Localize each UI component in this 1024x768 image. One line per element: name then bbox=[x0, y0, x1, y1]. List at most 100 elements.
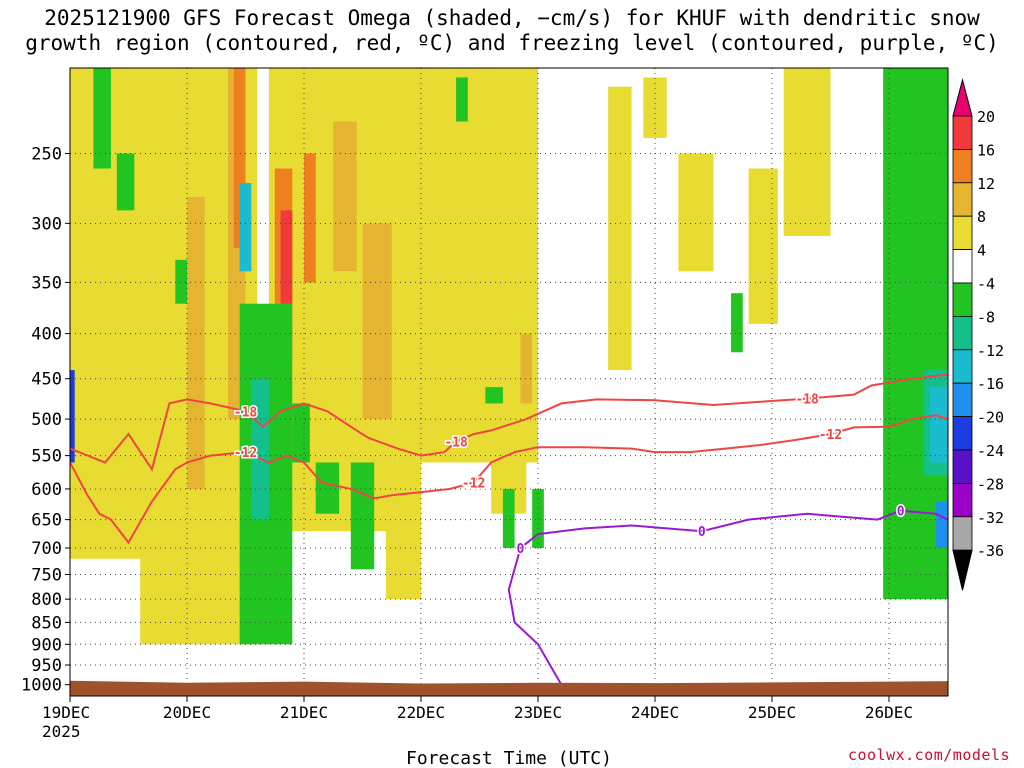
omega-cell-15 bbox=[333, 121, 357, 272]
colorbar-top-arrow bbox=[952, 78, 973, 117]
omega-cell-6 bbox=[608, 86, 632, 371]
omega-cell-10 bbox=[783, 68, 831, 236]
contour-label-1-0-0: 0 bbox=[517, 542, 525, 557]
colorbar-label-9: -20 bbox=[977, 409, 1004, 427]
omega-cell-26 bbox=[292, 403, 310, 463]
omega-cell-27 bbox=[315, 462, 340, 514]
colorbar-bin-6 bbox=[952, 282, 973, 317]
terrain-fill bbox=[70, 680, 948, 696]
contour-label-0-1-2: -12 bbox=[819, 428, 842, 443]
y-tick-label-300: 300 bbox=[31, 214, 62, 234]
contour-1-0 bbox=[507, 509, 948, 686]
x-axis-label: Forecast Time (UTC) bbox=[406, 748, 612, 768]
contour-label-0-1-0: -12 bbox=[234, 446, 257, 461]
x-tick-label-19DEC: 19DEC bbox=[42, 703, 90, 722]
colorbar-label-2: 12 bbox=[977, 175, 995, 193]
x-tick-label-23DEC: 23DEC bbox=[514, 703, 562, 722]
omega-cell-23 bbox=[116, 153, 135, 211]
omega-cell-37 bbox=[239, 182, 252, 272]
colorbar-bin-7 bbox=[952, 315, 973, 351]
contour-0-1 bbox=[70, 414, 948, 545]
omega-cell-4 bbox=[385, 462, 421, 600]
colorbar-bin-10 bbox=[952, 416, 973, 451]
omega-cell-18 bbox=[233, 68, 246, 249]
omega-cell-31 bbox=[502, 488, 515, 549]
colorbar-bin-2 bbox=[952, 148, 973, 184]
y-tick-label-600: 600 bbox=[31, 480, 62, 500]
colorbar-bin-5 bbox=[952, 249, 973, 284]
y-tick-label-1000: 1000 bbox=[21, 676, 62, 696]
omega-cell-30 bbox=[485, 387, 503, 404]
y-tick-label-400: 400 bbox=[31, 325, 62, 345]
terrain-band bbox=[70, 680, 948, 696]
contour-label-1-0-1: 0 bbox=[698, 525, 706, 540]
colorbar-label-8: -16 bbox=[977, 375, 1004, 393]
contour-label-0-0-1: -18 bbox=[444, 435, 468, 450]
chart-title-line-2: growth region (contoured, red, ºC) and f… bbox=[25, 31, 999, 55]
y-tick-label-350: 350 bbox=[31, 273, 62, 293]
colorbar-bin-8 bbox=[952, 349, 973, 384]
contour-0-0 bbox=[70, 373, 948, 472]
site-credit: coolwx.com/models bbox=[847, 746, 1010, 764]
y-tick-label-750: 750 bbox=[31, 565, 62, 585]
x-tick-label-21DEC: 21DEC bbox=[280, 703, 328, 722]
y-tick-label-650: 650 bbox=[31, 511, 62, 531]
y-axis: 2503003504004505005506006507007508008509… bbox=[21, 144, 70, 696]
x-tick-label-26DEC: 26DEC bbox=[865, 703, 913, 722]
colorbar-label-0: 20 bbox=[977, 108, 995, 126]
omega-shading bbox=[70, 68, 948, 645]
colorbar-bin-13 bbox=[952, 516, 973, 551]
omega-cell-20 bbox=[304, 153, 316, 283]
y-tick-label-800: 800 bbox=[31, 590, 62, 610]
chart-title-line-1: 2025121900 GFS Forecast Omega (shaded, −… bbox=[44, 6, 980, 30]
colorbar-label-4: 4 bbox=[977, 242, 986, 260]
omega-cell-24 bbox=[175, 259, 187, 304]
colorbar-label-11: -28 bbox=[977, 475, 1004, 493]
x-tick-label-25DEC: 25DEC bbox=[748, 703, 796, 722]
colorbar-label-12: -32 bbox=[977, 509, 1004, 527]
omega-cell-13 bbox=[187, 196, 205, 489]
contour-label-0-0-0: -18 bbox=[234, 405, 258, 420]
colorbar-label-13: -36 bbox=[977, 542, 1004, 560]
x-tick-sublabel-19DEC: 2025 bbox=[42, 722, 81, 741]
colorbar-bottom-arrow bbox=[952, 549, 973, 591]
colorbar-bin-4 bbox=[952, 215, 973, 250]
chart-title: 2025121900 GFS Forecast Omega (shaded, −… bbox=[0, 6, 1024, 56]
x-tick-label-22DEC: 22DEC bbox=[397, 703, 445, 722]
omega-cell-39 bbox=[935, 501, 948, 549]
omega-cell-40 bbox=[70, 370, 75, 463]
contour-lines: -18 -18 -18 -12 -12 -12 0 0 0 bbox=[70, 373, 948, 686]
x-tick-label-20DEC: 20DEC bbox=[163, 703, 211, 722]
y-tick-label-950: 950 bbox=[31, 656, 62, 676]
colorbar-label-10: -24 bbox=[977, 442, 1004, 460]
omega-cell-7 bbox=[643, 77, 667, 138]
colorbar-bin-1 bbox=[952, 115, 973, 150]
y-tick-label-850: 850 bbox=[31, 613, 62, 633]
omega-cell-21 bbox=[280, 210, 293, 304]
y-tick-label-450: 450 bbox=[31, 370, 62, 390]
contour-label-1-0-2: 0 bbox=[897, 505, 905, 520]
colorbar-label-6: -8 bbox=[977, 308, 995, 326]
x-tick-label-24DEC: 24DEC bbox=[631, 703, 679, 722]
omega-cell-17 bbox=[520, 333, 533, 404]
omega-cell-28 bbox=[350, 462, 375, 570]
colorbar-bin-11 bbox=[952, 449, 973, 484]
omega-cell-22 bbox=[93, 68, 111, 169]
y-tick-label-900: 900 bbox=[31, 635, 62, 655]
contour-label-0-1-1: -12 bbox=[462, 477, 485, 492]
omega-cell-38 bbox=[929, 387, 948, 463]
omega-cell-33 bbox=[731, 293, 743, 353]
omega-cell-35 bbox=[251, 378, 269, 520]
y-tick-label-550: 550 bbox=[31, 447, 62, 467]
colorbar-label-3: 8 bbox=[977, 208, 986, 226]
colorbar-bin-12 bbox=[952, 482, 973, 518]
colorbar-bin-3 bbox=[952, 182, 973, 217]
contour-label-0-0-2: -18 bbox=[795, 393, 819, 408]
y-tick-label-700: 700 bbox=[31, 539, 62, 559]
omega-cell-16 bbox=[362, 223, 392, 420]
colorbar-bin-9 bbox=[952, 382, 973, 418]
y-tick-label-250: 250 bbox=[31, 144, 62, 164]
colorbar: 20 16 12 8 4 -4 -8 -12 -16 -20 -24 -28 -32 -36 bbox=[952, 78, 1004, 591]
